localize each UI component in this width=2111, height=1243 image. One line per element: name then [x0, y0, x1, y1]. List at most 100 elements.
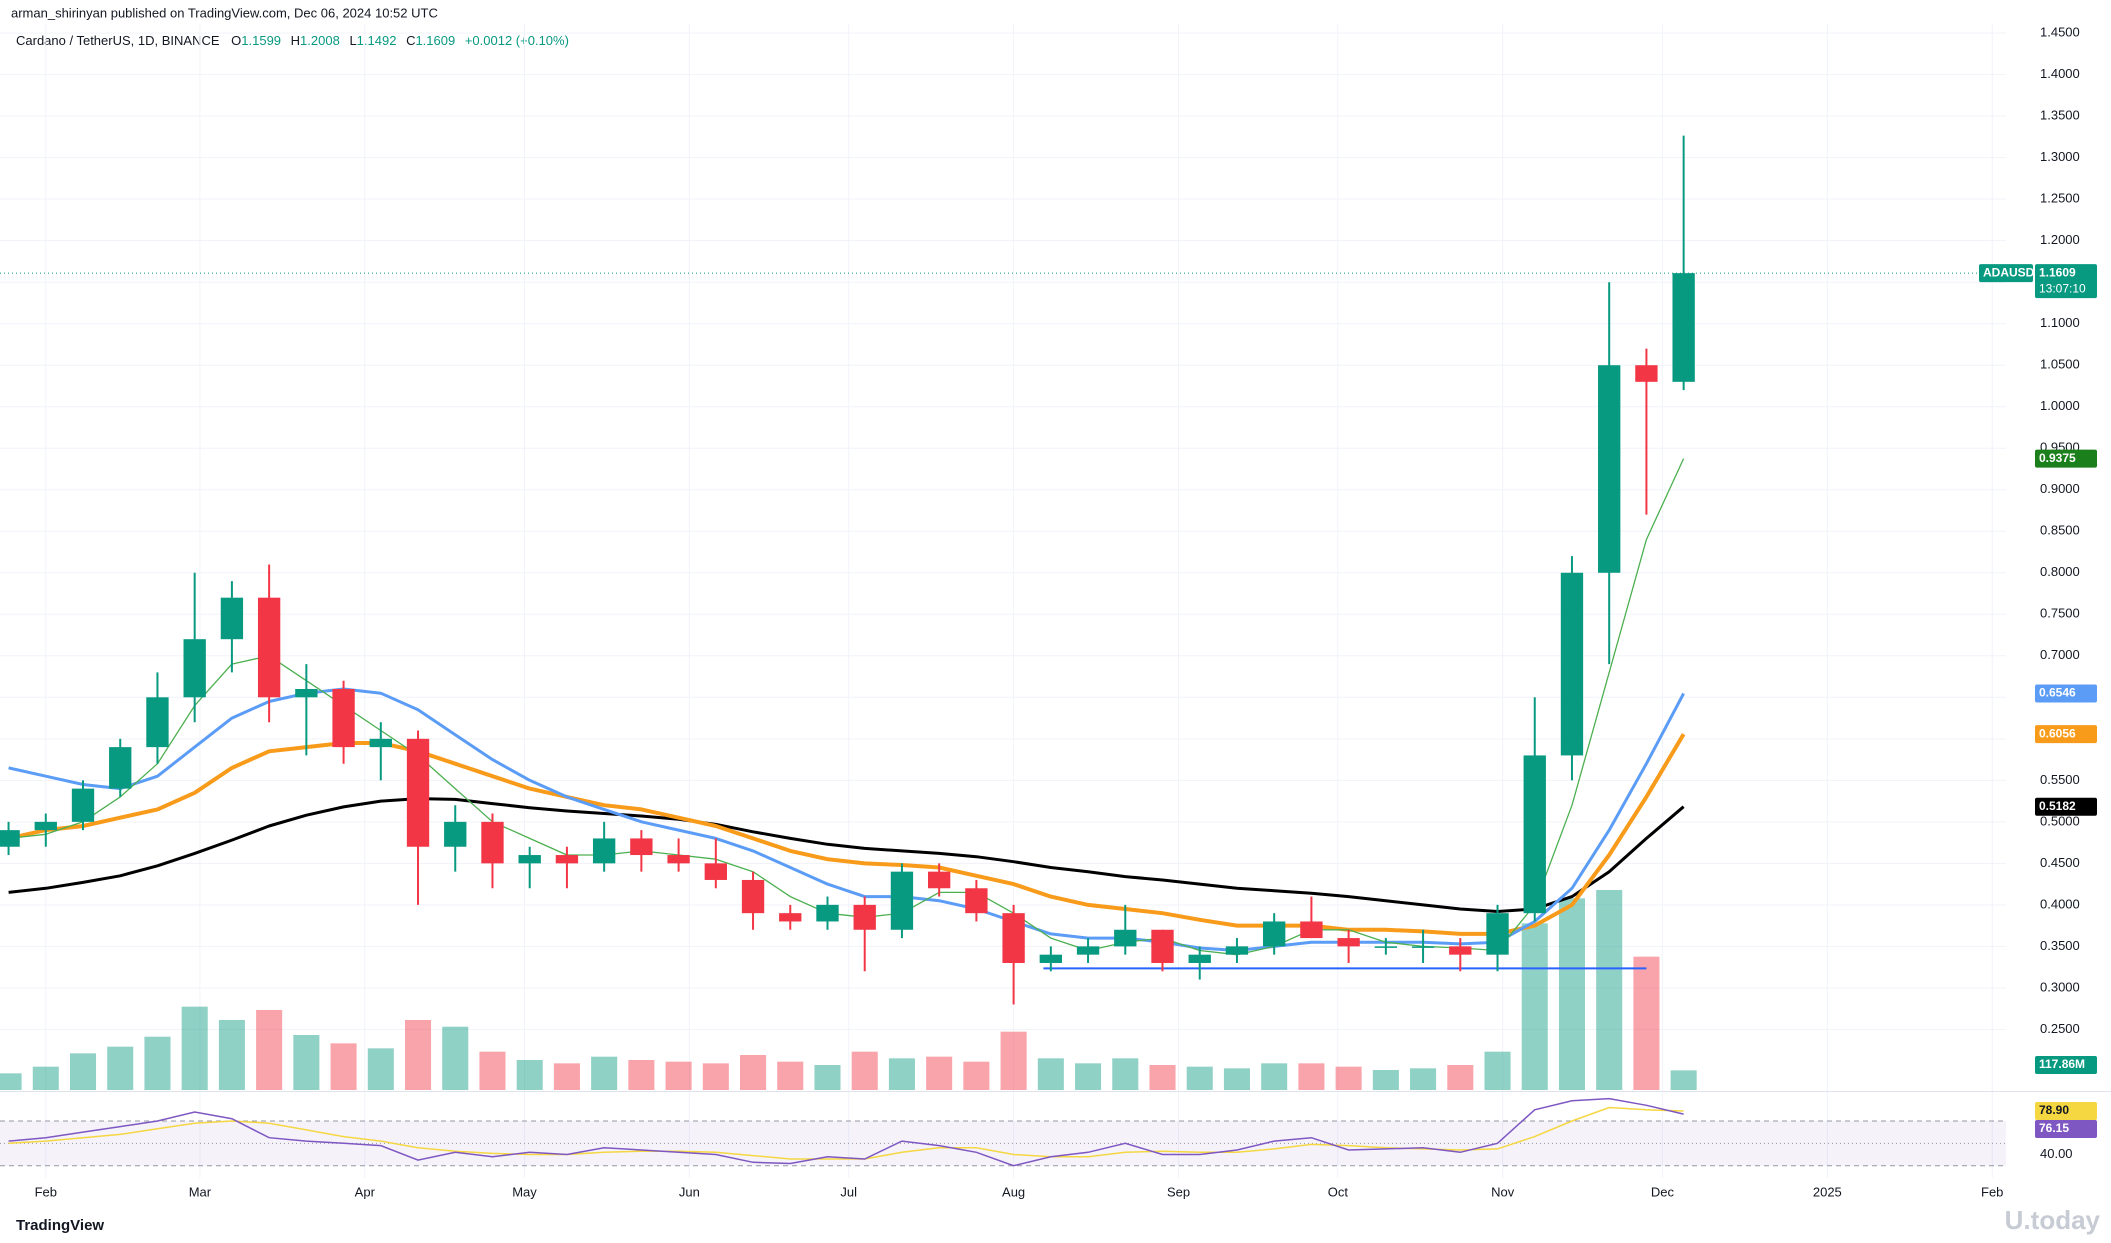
candle-body: [1300, 921, 1323, 939]
candle-body: [779, 913, 802, 922]
y-tick-label: 0.9000: [2040, 481, 2080, 496]
volume-bar: [814, 1065, 841, 1090]
axis-label-box: [2035, 797, 2097, 816]
volume-bar: [851, 1051, 878, 1090]
x-tick-label: Mar: [189, 1184, 212, 1199]
x-tick-label: Dec: [1651, 1184, 1675, 1199]
x-tick-label: Nov: [1491, 1184, 1515, 1199]
volume-bar: [1633, 956, 1660, 1090]
candle-body: [444, 821, 467, 847]
volume-bar: [1410, 1068, 1437, 1090]
y-tick-label: 0.8500: [2040, 523, 2080, 538]
y-tick-label: 0.7500: [2040, 606, 2080, 621]
candle-body: [630, 838, 653, 856]
ohlc-key: C: [406, 33, 415, 48]
ohlc-value: 1.1599: [241, 33, 281, 48]
candle-body: [853, 904, 876, 930]
price-label-box: [2035, 264, 2097, 299]
volume-bar: [404, 1020, 432, 1090]
moving-average: [8, 797, 1685, 913]
candle-body: [1076, 946, 1100, 955]
x-tick-label: Jun: [679, 1184, 700, 1199]
y-tick-label: 1.1000: [2040, 315, 2080, 330]
volume-bar: [107, 1046, 134, 1090]
volume-bar: [740, 1055, 767, 1090]
volume-bar: [69, 1053, 97, 1090]
volume-bar: [702, 1063, 729, 1090]
candle-body: [1374, 946, 1398, 948]
ohlc-value: 1.1609: [415, 33, 455, 48]
y-tick-label: 1.0000: [2040, 398, 2080, 413]
candle-body: [1486, 913, 1509, 955]
ohlc-value: 1.1492: [357, 33, 397, 48]
volume-bar: [1596, 890, 1623, 1090]
volume-bar: [32, 1066, 59, 1090]
candle-body: [704, 863, 727, 880]
candle-body: [369, 738, 392, 748]
candle-body: [1635, 365, 1658, 382]
y-tick-label: 0.5000: [2040, 813, 2080, 828]
volume-bar: [1521, 923, 1548, 1090]
price-label: 1.1609: [2039, 265, 2076, 279]
rsi-line: [8, 1097, 1684, 1167]
volume-bar: [442, 1026, 469, 1090]
symbol-tag: ADAUSDT: [1983, 265, 2042, 279]
volume-bar: [1223, 1068, 1250, 1090]
volume-bar: [330, 1043, 357, 1090]
candle-body: [592, 838, 616, 864]
axis-label: 0.6546: [2039, 686, 2076, 700]
candle-body: [1411, 946, 1435, 948]
candle-body: [1263, 921, 1286, 947]
volume-bar: [553, 1063, 580, 1090]
volume-bar: [293, 1035, 320, 1090]
candle-body: [1002, 913, 1025, 963]
candle-body: [741, 879, 765, 914]
y-tick-label: 0.8000: [2040, 564, 2080, 579]
candle-body: [1114, 929, 1137, 947]
y-tick-label: 1.4000: [2040, 66, 2080, 81]
x-tick-label: Feb: [35, 1184, 57, 1199]
rsi-tick-label: 40.00: [2040, 1146, 2073, 1161]
candle-body: [0, 830, 20, 847]
x-tick-label: Apr: [355, 1184, 376, 1199]
candle-body: [71, 788, 95, 822]
moving-average: [8, 687, 1685, 952]
candle-body: [1449, 946, 1472, 955]
volume-bar: [628, 1060, 655, 1090]
x-tick-label: Oct: [1328, 1184, 1349, 1199]
ohlc-key: H: [291, 33, 300, 48]
axis-label: 0.9375: [2039, 451, 2076, 465]
x-tick-label: Aug: [1002, 1184, 1025, 1199]
candle-body: [1672, 273, 1695, 382]
candle-body: [1598, 365, 1621, 573]
candle-body: [1523, 755, 1546, 914]
volume-bar: [1075, 1063, 1102, 1090]
x-tick-label: Sep: [1167, 1184, 1190, 1199]
axis-label: 0.6056: [2039, 726, 2076, 740]
y-tick-label: 0.4500: [2040, 855, 2080, 870]
y-tick-label: 1.0500: [2040, 357, 2080, 372]
y-tick-label: 0.3500: [2040, 938, 2080, 953]
countdown: 13:07:10: [2039, 281, 2086, 295]
axis-label-box: [2035, 449, 2097, 468]
volume-bar: [1670, 1070, 1697, 1090]
x-tick-label: 2025: [1813, 1184, 1842, 1199]
volume-bar: [516, 1060, 543, 1090]
candle-body: [406, 738, 430, 847]
axis-label: 76.15: [2039, 1121, 2069, 1135]
volume-bar: [256, 1010, 283, 1090]
volume-bar: [1298, 1063, 1325, 1090]
candle-body: [1151, 929, 1174, 963]
volume-bar: [1447, 1065, 1474, 1090]
axis-label-box: [2035, 1056, 2097, 1074]
moving-average: [8, 458, 1685, 956]
candle-body: [109, 747, 132, 789]
candle-body: [1560, 572, 1584, 756]
candle-body: [1225, 946, 1249, 955]
axis-label-box: [2035, 1120, 2097, 1139]
candle-body: [1188, 954, 1211, 963]
volume-bar: [0, 1073, 22, 1090]
x-tick-label: Jul: [840, 1184, 857, 1199]
candle-body: [555, 855, 579, 864]
